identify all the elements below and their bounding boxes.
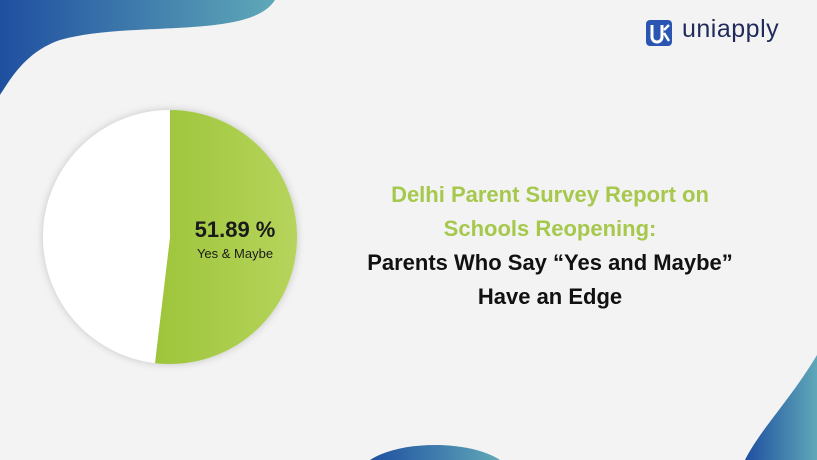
pie bbox=[43, 110, 298, 364]
pie-slice bbox=[154, 110, 298, 364]
pie-slice bbox=[43, 110, 170, 364]
brand-name: uniapply bbox=[682, 15, 780, 43]
decor-blob bbox=[745, 355, 817, 460]
title: Delhi Parent Survey Report on Schools Re… bbox=[391, 182, 709, 241]
decor-blob bbox=[370, 445, 500, 460]
subtitle: Parents Who Say “Yes and Maybe” Have an … bbox=[367, 250, 733, 309]
decor-blob bbox=[0, 0, 275, 95]
logo-glyph bbox=[662, 24, 671, 42]
logo-glyph bbox=[650, 25, 664, 44]
slice-label: Yes & Maybe bbox=[197, 246, 273, 261]
slice-value-label: 51.89 % bbox=[195, 217, 276, 242]
